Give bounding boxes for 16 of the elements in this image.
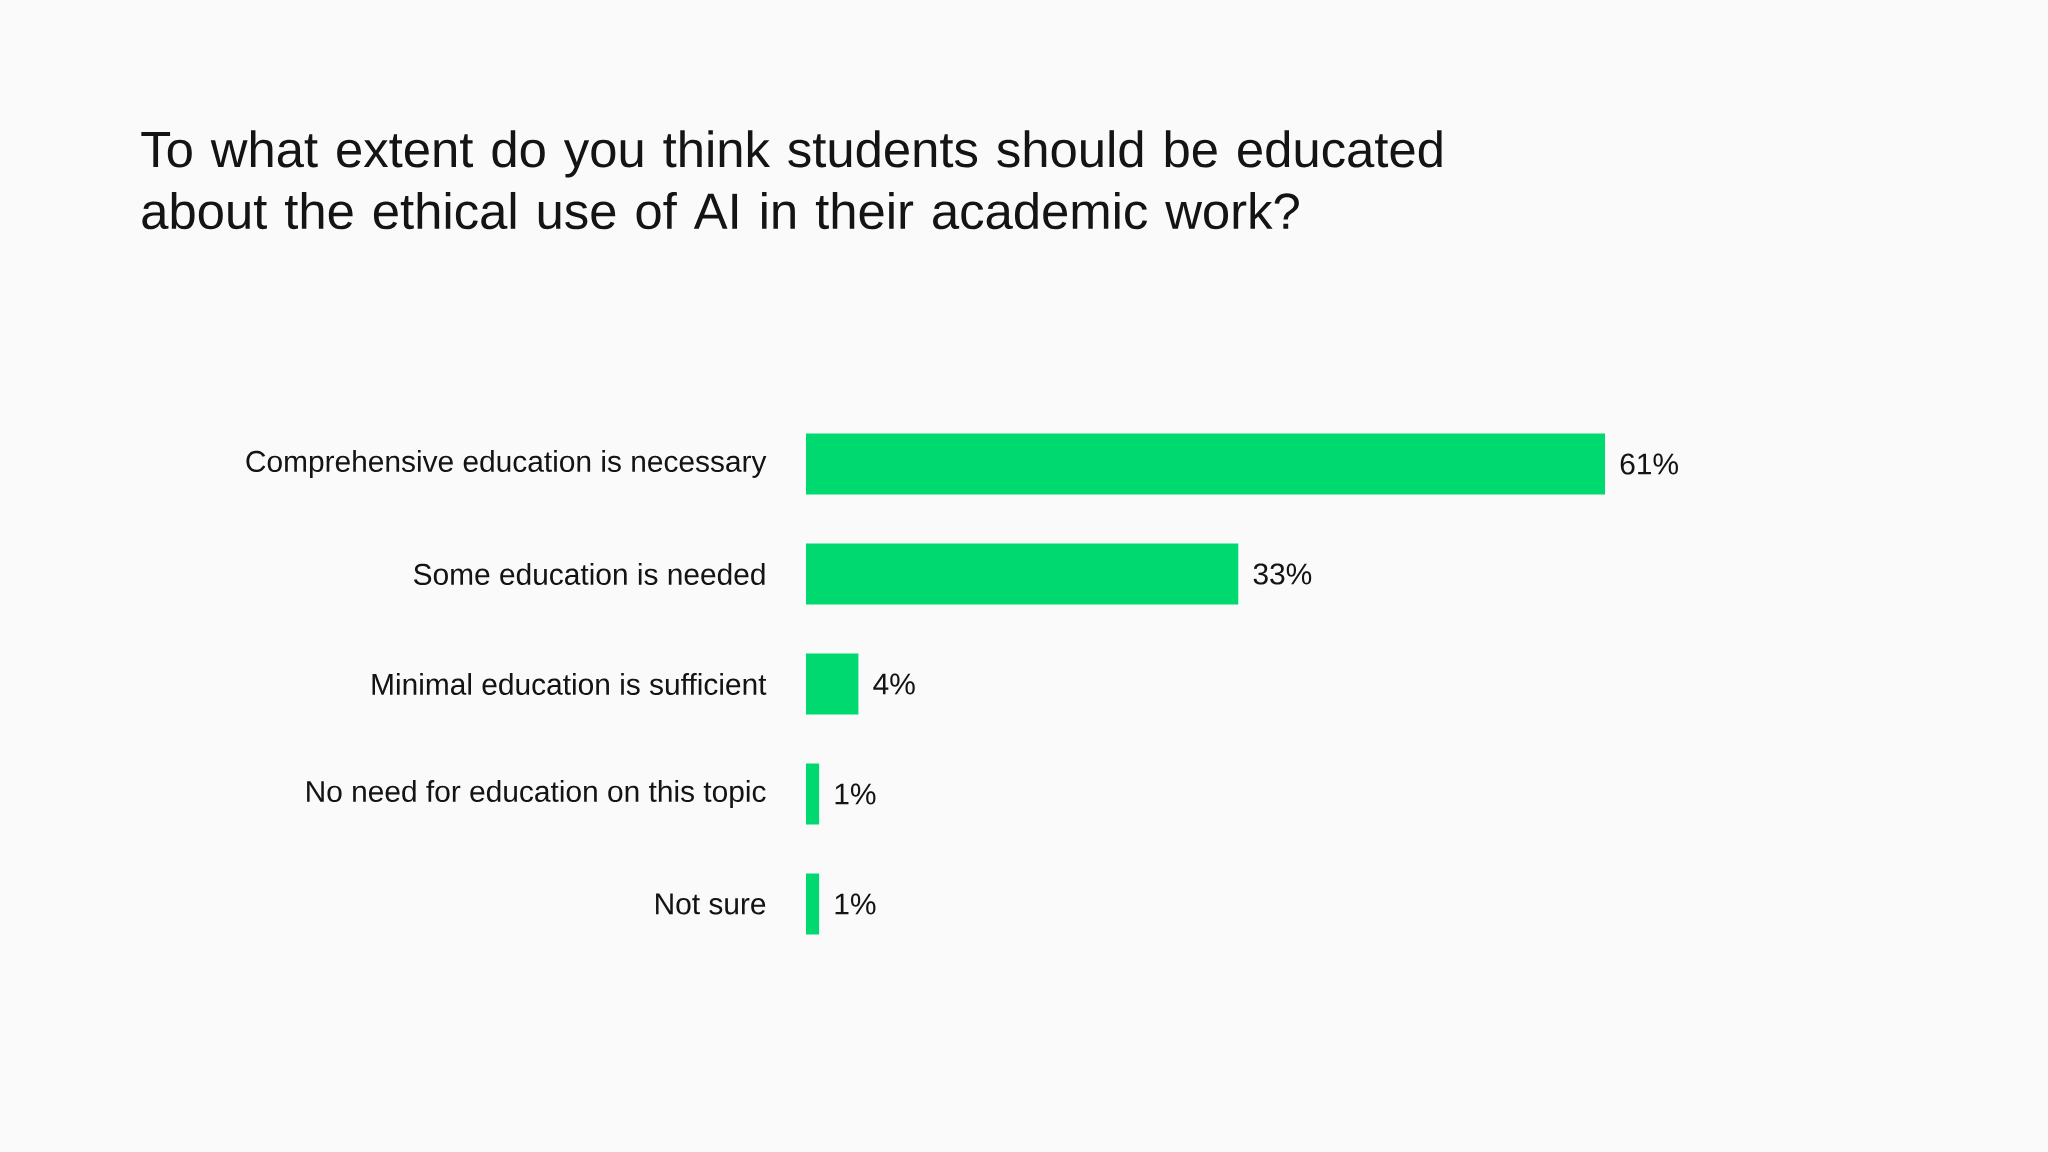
y-tick-label: Comprehensive education is necessary: [246, 450, 767, 478]
y-tick-label: Minimal education is sufficient: [372, 673, 767, 695]
y-tick-label: Some education is needed: [413, 563, 765, 585]
bar: [806, 433, 1606, 495]
bar: [806, 543, 1239, 605]
data-label: 1%: [835, 893, 876, 915]
bar: [806, 873, 820, 935]
data-label: 33%: [1253, 563, 1312, 585]
data-label: 61%: [1620, 453, 1678, 475]
data-label: 4%: [873, 673, 915, 695]
chart-title: To what extent do you think students should be educated about the ethical use of AI in their academic work?: [141, 130, 1442, 230]
y-tick-label: Not sure: [656, 893, 766, 915]
bar: [806, 763, 820, 825]
data-label: 1%: [835, 783, 876, 805]
bar: [806, 653, 859, 715]
y-tick-label: No need for education on this topic: [307, 780, 766, 808]
